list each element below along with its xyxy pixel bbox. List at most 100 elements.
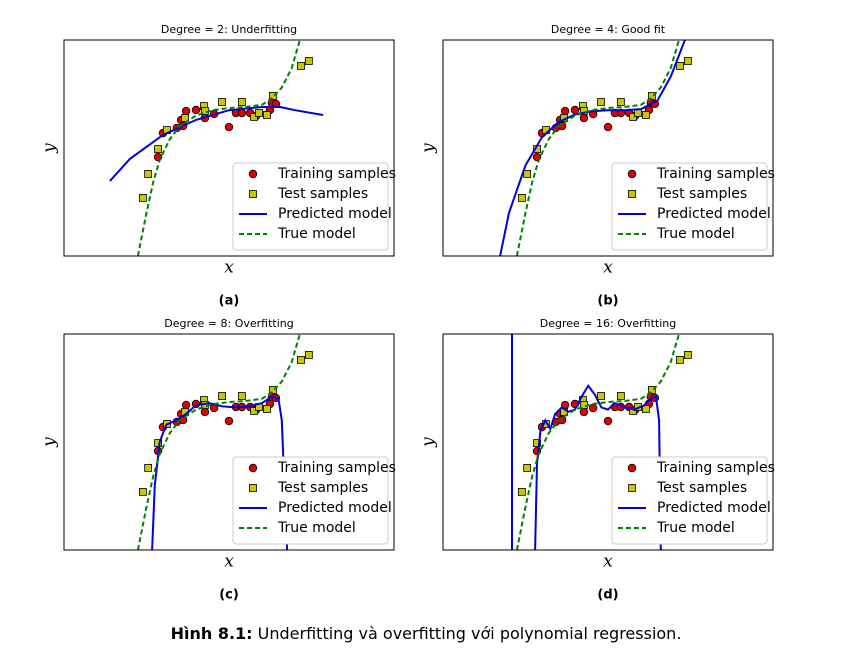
axes-frame <box>63 39 395 257</box>
legend-marker <box>627 463 637 473</box>
test-point <box>304 57 313 65</box>
legend-label: Training samples <box>656 166 775 182</box>
legend-marker <box>628 190 636 198</box>
legend-box <box>232 162 389 251</box>
subplot-title: Degree = 4: Good fit <box>551 23 666 36</box>
axes-frame <box>63 333 395 551</box>
subplot: Degree = 4: Good fit x y (b) Training sample… <box>419 23 775 309</box>
legend-box <box>232 456 389 545</box>
test-point <box>268 386 277 394</box>
legend-marker <box>248 463 258 473</box>
legend-label: Training samples <box>656 460 775 476</box>
legend-label: True model <box>277 226 356 242</box>
training-point <box>588 403 598 413</box>
test-point <box>237 392 246 400</box>
test-point <box>647 386 656 394</box>
y-axis-label: y <box>419 143 439 154</box>
test-point <box>597 98 605 106</box>
test-point <box>523 170 532 178</box>
test-point <box>144 170 153 178</box>
y-axis-label: y <box>419 437 439 448</box>
legend-label: True model <box>656 520 735 536</box>
legend-label: Test samples <box>277 480 368 496</box>
training-point <box>224 122 234 132</box>
subplot-title: Degree = 16: Overfitting <box>540 317 676 330</box>
test-point <box>138 487 147 496</box>
legend-marker <box>248 169 258 179</box>
test-point <box>181 114 190 122</box>
test-point <box>218 98 226 106</box>
test-point <box>154 145 162 153</box>
training-point <box>224 416 234 426</box>
training-point <box>181 400 191 410</box>
legend-label: Predicted model <box>278 500 392 516</box>
legend-label: Training samples <box>277 166 396 182</box>
training-point <box>579 113 589 123</box>
model-line <box>136 40 301 256</box>
legend-label: Training samples <box>277 460 396 476</box>
test-point <box>616 392 625 400</box>
test-point <box>676 356 684 364</box>
subplot-caption: (b) <box>597 294 618 309</box>
axes-frame <box>442 333 774 551</box>
test-point <box>523 464 532 472</box>
test-point <box>634 109 642 117</box>
legend-label: Test samples <box>656 186 747 202</box>
test-point <box>616 98 625 106</box>
test-point <box>218 392 226 400</box>
subplot-title: Degree = 8: Overfitting <box>164 317 293 330</box>
legend-label: Test samples <box>277 186 368 202</box>
legend-box <box>611 456 768 545</box>
legend-label: True model <box>656 226 735 242</box>
test-point <box>683 351 692 359</box>
y-axis-label: y <box>40 437 60 448</box>
y-axis-label: y <box>40 143 60 154</box>
test-point <box>154 439 162 447</box>
training-point <box>181 106 191 116</box>
subplot-title: Degree = 2: Underfitting <box>161 23 297 36</box>
training-point <box>603 416 613 426</box>
test-point <box>297 356 305 364</box>
test-point <box>642 405 650 413</box>
model-line <box>151 395 289 550</box>
x-axis-label: x <box>224 552 234 572</box>
subplot-caption: (d) <box>597 588 618 603</box>
legend-marker <box>628 484 636 492</box>
caption-text: Underfitting và overfitting với polynomi… <box>258 624 682 643</box>
test-point <box>144 464 153 472</box>
test-point <box>517 193 526 202</box>
legend-marker <box>249 190 257 198</box>
model-line <box>499 40 686 256</box>
model-line <box>515 40 680 256</box>
test-point <box>683 57 692 65</box>
test-point <box>533 439 541 447</box>
test-point <box>517 487 526 496</box>
legend-box <box>611 162 768 251</box>
training-point <box>191 105 201 115</box>
x-axis-label: x <box>224 258 234 278</box>
test-point <box>255 109 263 117</box>
legend-label: Test samples <box>656 480 747 496</box>
training-point <box>570 105 580 115</box>
caption-label: Hình 8.1: <box>171 624 253 643</box>
test-point <box>642 111 650 119</box>
x-axis-label: x <box>603 258 613 278</box>
legend-label: True model <box>277 520 356 536</box>
test-point <box>263 405 271 413</box>
legend-label: Predicted model <box>657 206 771 222</box>
legend-marker <box>627 169 637 179</box>
legend-label: Predicted model <box>278 206 392 222</box>
test-point <box>297 62 305 70</box>
subplot: Degree = 16: Overfitting x y (d) Training sa… <box>419 317 775 603</box>
test-point <box>138 193 147 202</box>
test-point <box>268 92 277 100</box>
training-point <box>560 106 570 116</box>
legend-label: Predicted model <box>657 500 771 516</box>
model-line <box>511 334 662 550</box>
training-point <box>200 407 210 417</box>
training-point <box>603 122 613 132</box>
model-line <box>109 106 324 182</box>
subplot-caption: (c) <box>219 588 239 603</box>
figure-caption: Hình 8.1: Underfitting và overfitting vớ… <box>171 624 682 643</box>
